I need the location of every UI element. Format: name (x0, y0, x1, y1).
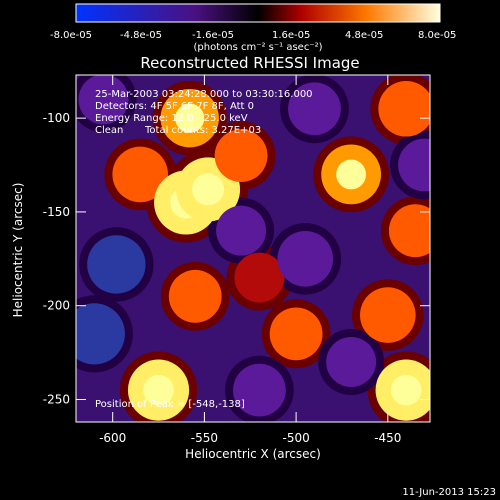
image-blob (76, 303, 125, 365)
image-blob-core (192, 173, 225, 206)
x-tick-label: -450 (374, 431, 401, 445)
colorbar-tick-label: 8.0e-05 (418, 30, 456, 41)
info-algorithm: Clean (95, 125, 123, 136)
colorbar-tick-label: -4.8e-05 (120, 30, 162, 41)
x-tick-label: -500 (282, 431, 309, 445)
info-total-counts: Total counts: 3.27E+03 (144, 125, 261, 136)
image-blob (78, 75, 129, 125)
image-blob (360, 287, 416, 343)
image-blob (277, 231, 334, 287)
plot-frame (75, 74, 431, 423)
x-tick-label: -550 (191, 431, 218, 445)
colorbar (75, 3, 441, 23)
y-axis-label: Heliocentric Y (arcsec) (11, 183, 25, 318)
x-axis-label: Heliocentric X (arcsec) (185, 447, 321, 461)
image-blob-core (336, 159, 367, 190)
x-tick-label: -600 (99, 431, 126, 445)
image-blob (216, 205, 267, 256)
image-blob (168, 269, 222, 323)
image-blob (112, 146, 168, 203)
x-axis: -600 -550 -500 -450 (99, 75, 401, 445)
image-blob-core (390, 374, 422, 406)
y-tick-label: -100 (43, 111, 70, 125)
image-blob (234, 252, 285, 303)
image-blob (233, 363, 286, 417)
image-blob (288, 82, 341, 136)
image-blob (388, 204, 430, 258)
image-blob-core (175, 103, 205, 133)
plot-title: Reconstructed RHESSI Image (140, 54, 359, 72)
colorbar-tick-label: -1.6e-05 (192, 30, 234, 41)
timestamp: 11-Jun-2013 15:23 (402, 487, 496, 498)
info-text: 25-Mar-2003 03:24:28.000 to 03:30:16.000… (95, 89, 313, 136)
image-blob-core (143, 374, 174, 406)
y-tick-label: -250 (43, 392, 70, 406)
colorbar-ticks: -8.0e-05 -4.8e-05 -1.6e-05 1.6e-05 4.8e-… (50, 30, 456, 41)
colorbar-tick-label: 4.8e-05 (345, 30, 383, 41)
colorbar-unit-label: (photons cm⁻² s⁻¹ asec⁻²) (193, 42, 322, 53)
info-energy-range: Energy Range: 12.0 - 25.0 keV (95, 113, 248, 124)
image-blob (398, 138, 430, 192)
image-blob (269, 307, 323, 361)
image-blob (326, 336, 377, 387)
image-blob (87, 235, 146, 294)
peak-position-label: Position of Peak = [-548,-138] (95, 399, 245, 410)
image-blob (378, 80, 430, 137)
image-blob (214, 129, 268, 183)
y-tick-label: -200 (43, 299, 70, 313)
info-detectors: Detectors: 4F 5F 6F 7F 8F, Att 0 (95, 101, 254, 112)
colorbar-tick-label: 1.6e-05 (272, 30, 310, 41)
rhessi-image (76, 75, 430, 422)
colorbar-tick-label: -8.0e-05 (50, 30, 92, 41)
y-tick-label: -150 (43, 205, 70, 219)
y-axis: -100 -150 -200 -250 (43, 111, 430, 406)
info-time-range: 25-Mar-2003 03:24:28.000 to 03:30:16.000 (95, 89, 313, 100)
